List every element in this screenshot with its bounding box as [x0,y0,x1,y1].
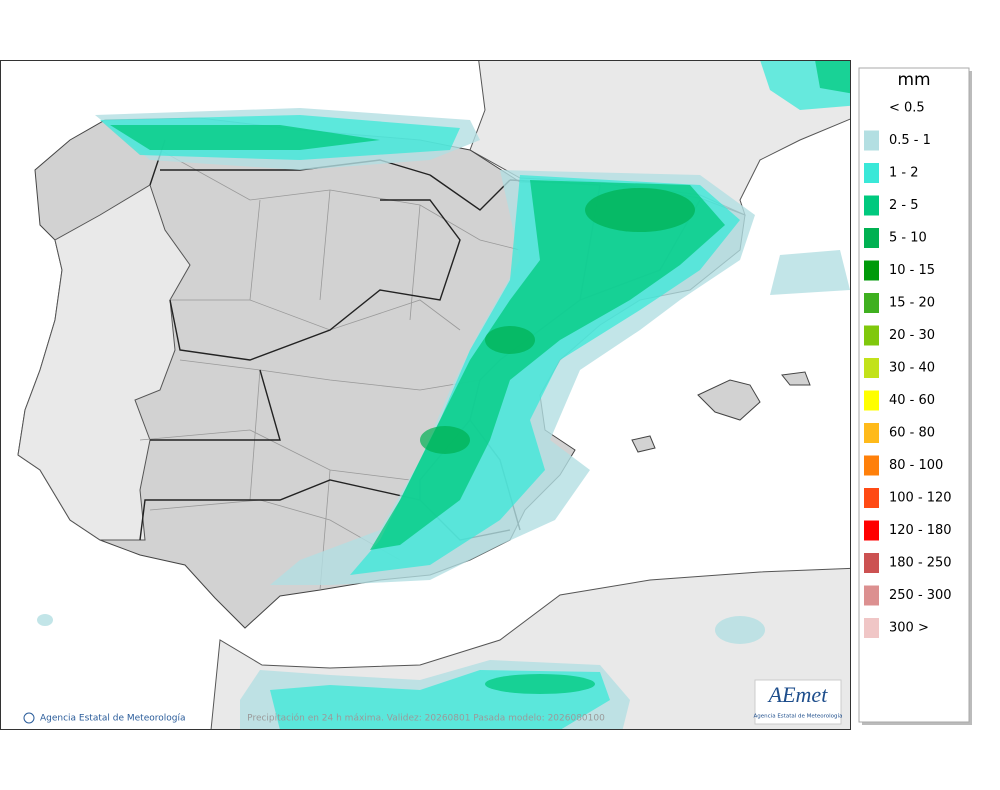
legend-swatch [864,130,879,151]
legend-swatch [864,293,879,313]
legend-label: 180 - 250 [889,556,952,571]
legend-label: 20 - 30 [889,328,935,343]
logo-subtitle: Agencia Estatal de Meteorología [754,713,843,720]
legend-label: < 0.5 [889,101,925,116]
credit: Agencia Estatal de Meteorología [40,714,186,724]
legend-label: 10 - 15 [889,263,935,278]
legend-label: 30 - 40 [889,361,935,376]
legend-swatch [864,195,879,216]
legend-swatch [864,163,879,183]
legend-swatch [864,358,879,378]
legend-swatch [864,390,879,411]
map [0,60,851,730]
legend-label: 300 > [889,621,929,636]
legend-label: 60 - 80 [889,426,935,441]
legend-title: mm [897,70,930,90]
legend-label: 120 - 180 [889,523,952,538]
legend-label: 100 - 120 [889,491,952,506]
copyright-icon [23,712,35,724]
legend-label: 5 - 10 [889,231,927,246]
legend-label: 250 - 300 [889,588,952,603]
legend-swatch [864,553,879,573]
legend-swatch [864,488,879,508]
precipitation [37,60,851,730]
legend: < 0.5 0.5 - 1 1 - 2 2 - 5 5 - 10 10 - 15 15 - … [864,101,952,638]
legend-swatch [864,423,879,443]
logo [754,679,842,725]
menorca [781,371,811,386]
legend-label: 1 - 2 [889,166,919,181]
legend-swatch [864,618,879,638]
legend-label: 2 - 5 [889,198,919,213]
portugal [17,184,191,541]
legend-swatch [864,228,879,248]
mallorca [697,379,761,421]
legend-swatch [864,520,879,541]
legend-label: 0.5 - 1 [889,133,931,148]
legend-swatch [864,455,879,476]
legend-swatch [864,325,879,346]
map-frame [0,60,851,730]
ibiza [631,435,656,453]
caption: Precipitación en 24 h máxima. Validez: 2… [247,713,605,724]
logo-name: AEmet [767,682,829,707]
legend-swatch [864,585,879,606]
legend-label: 15 - 20 [889,296,935,311]
legend-label: 80 - 100 [889,458,943,473]
legend-label: 40 - 60 [889,393,935,408]
legend-swatch [864,260,879,281]
